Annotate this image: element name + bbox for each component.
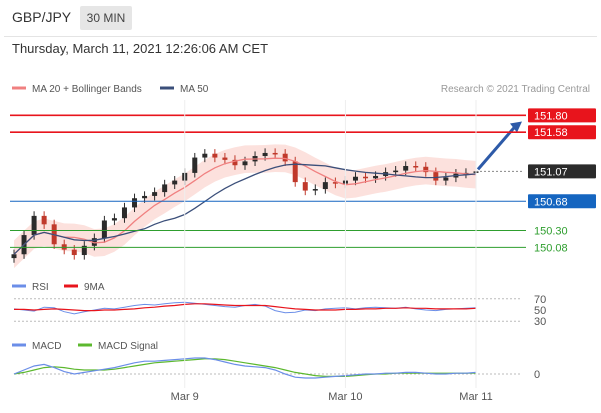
candle-body [111,218,117,221]
candle-body [433,172,439,181]
macd-tick-0: 0 [534,369,540,381]
level-151-80-tag [528,108,596,123]
pair-title: GBP/JPY [12,9,72,25]
level-150-68-tag [528,194,596,209]
candle-body [242,161,248,166]
x-tick-label: Mar 10 [328,391,362,403]
candle-body [373,175,379,179]
chart-header: GBP/JPY 30 MIN [0,0,601,36]
candle-body [81,245,87,256]
candle-body [152,192,158,196]
candle-body [142,195,148,199]
candle-body [202,153,208,158]
candle-body [121,207,127,219]
main-legend: MA 20 + Bollinger Bands MA 50 [12,84,209,95]
candle-body [403,166,409,171]
price-levels: 151.80 151.58 151.07 150.68 150.30 150.08 [10,108,596,254]
candle-body [262,152,268,157]
candle-body [162,184,168,193]
level-150-68-label: 150.68 [534,196,568,208]
rsi-ma-line [14,303,477,312]
macd-legend: MACD MACD Signal [12,341,158,352]
candle-body [322,182,328,190]
candle-body [11,254,17,259]
candle-body [312,189,318,191]
timeframe-button[interactable]: 30 MIN [80,6,132,30]
level-151-80-label: 151.80 [534,110,568,122]
candle-body [272,152,278,155]
level-150-08-label: 150.08 [534,242,568,254]
candle-body [222,157,228,160]
forecast-arrowhead [510,121,522,133]
legend-label-macd: MACD [32,341,61,352]
rsi-legend: RSI 9MA [12,282,105,293]
candle-body [212,153,218,158]
x-tick-label: Mar 11 [459,391,492,403]
legend-label-macd-signal: MACD Signal [98,341,158,352]
candle-body [31,215,37,236]
price-area [11,121,522,269]
level-151-58-tag [528,125,596,140]
candle-body [443,177,449,181]
candle-body [363,176,369,179]
candle-body [302,182,308,191]
chart-timestamp: Thursday, March 11, 2021 12:26:06 AM CET [12,41,269,56]
legend-label-rsi: RSI [32,282,49,293]
candle-body [91,238,97,246]
legend-label-rsi-ma: 9MA [84,282,105,293]
macd-line [13,357,477,379]
ma50-line [13,163,477,255]
candle-body [132,198,138,208]
candle-body [423,166,429,173]
level-151-07-label: 151.07 [534,166,568,178]
level-151-58-label: 151.58 [534,127,568,139]
rsi-tick-50: 50 [534,305,546,317]
candle-body [41,215,47,225]
legend-label-ma50: MA 50 [180,84,209,95]
candle-body [101,220,107,239]
legend-label-ma20: MA 20 + Bollinger Bands [32,84,142,95]
candle-body [332,182,338,184]
rsi-tick-30: 30 [534,316,546,328]
candle-body [172,180,178,185]
x-tick-label: Mar 9 [171,391,199,403]
candle-body [393,170,399,173]
candle-body [292,161,298,183]
level-150-30-label: 150.30 [534,225,568,237]
candle-body [192,157,198,173]
candle-body [282,153,288,162]
level-151-07-tag [528,164,596,179]
candle-body [71,249,77,256]
candle-body [413,166,419,168]
research-credit: Research © 2021 Trading Central [441,84,590,95]
macd-panel: 0 [13,357,540,381]
rsi-tick-70: 70 [534,294,546,306]
x-axis: Mar 9 Mar 10 Mar 11 [171,100,493,403]
candle-body [232,159,238,166]
candle-body [352,176,358,181]
bollinger-band [14,144,476,269]
